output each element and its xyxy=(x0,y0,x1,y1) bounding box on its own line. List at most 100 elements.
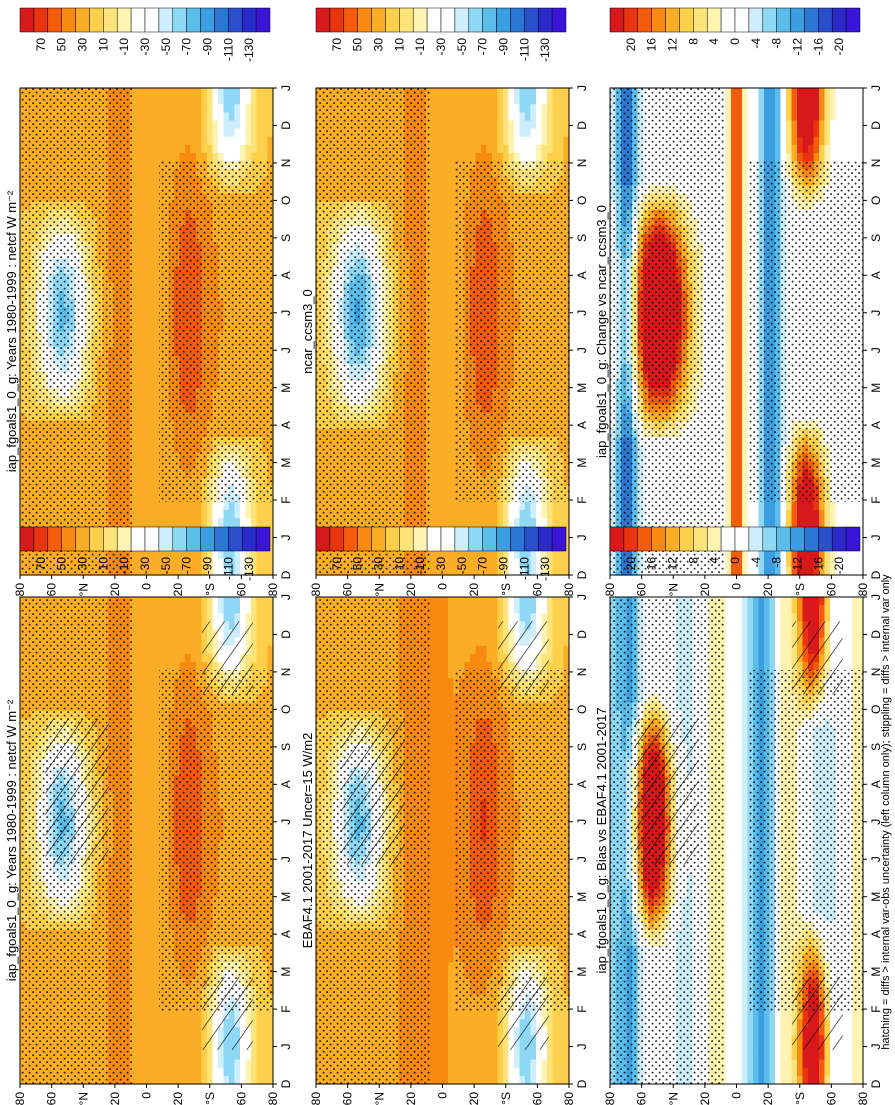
heatmap-cell xyxy=(196,1043,203,1053)
heatmap-cell xyxy=(453,613,460,622)
heatmap-cell xyxy=(431,954,438,963)
heatmap-cell xyxy=(146,913,153,923)
heatmap-cell xyxy=(442,1043,449,1053)
heatmap-cell xyxy=(135,937,142,947)
heatmap-cell xyxy=(459,645,466,655)
heatmap-cell xyxy=(163,1027,170,1036)
heatmap-cell xyxy=(431,678,438,687)
heatmap-cell xyxy=(196,613,203,622)
heatmap-cell xyxy=(497,1075,504,1085)
heatmap-cell xyxy=(157,1010,164,1020)
heatmap-cell xyxy=(437,897,444,907)
heatmap-cell xyxy=(146,791,153,801)
heatmap-cell xyxy=(135,856,142,866)
heatmap-cell xyxy=(157,1075,164,1085)
heatmap-cell xyxy=(431,653,438,663)
heatmap-cell xyxy=(135,905,142,915)
heatmap-cell xyxy=(267,653,274,663)
heatmap-cell xyxy=(437,597,444,606)
heatmap-cell xyxy=(437,799,444,809)
heatmap-cell xyxy=(437,929,444,939)
heatmap-cell xyxy=(146,986,153,996)
heatmap-cell xyxy=(431,1035,438,1045)
heatmap-cell xyxy=(470,1010,477,1020)
heatmap-cell xyxy=(464,1067,471,1077)
heatmap-cell xyxy=(486,1059,493,1069)
heatmap-cell xyxy=(437,1035,444,1045)
heatmap-cell xyxy=(448,937,455,947)
heatmap-cell xyxy=(190,1027,197,1036)
heatmap-cell xyxy=(218,1051,225,1061)
heatmap-cell xyxy=(470,661,477,671)
lat-tick-label: °S xyxy=(203,1092,217,1105)
heatmap-cell xyxy=(486,1051,493,1061)
heatmap-cell xyxy=(437,986,444,996)
month-tick-label: A xyxy=(279,930,293,938)
heatmap-cell xyxy=(442,954,449,963)
heatmap-cell xyxy=(464,1075,471,1085)
heatmap-cell xyxy=(251,1010,258,1020)
heatmap-cell xyxy=(185,1067,192,1077)
heatmap-cell xyxy=(464,629,471,639)
heatmap-cell xyxy=(437,605,444,614)
month-tick-label: D xyxy=(279,1079,293,1088)
heatmap-cell xyxy=(514,605,521,614)
heatmap-cell xyxy=(508,597,515,606)
heatmap-cell xyxy=(229,1051,236,1061)
heatmap-cell xyxy=(453,1010,460,1020)
heatmap-cell xyxy=(135,678,142,687)
heatmap-cell xyxy=(185,1051,192,1061)
heatmap-cell xyxy=(431,661,438,671)
heatmap-cell xyxy=(437,1075,444,1085)
heatmap-cell xyxy=(179,1010,186,1020)
heatmap-cell xyxy=(437,954,444,963)
heatmap-cell xyxy=(185,653,192,663)
heatmap-cell xyxy=(141,913,148,923)
heatmap-cell xyxy=(141,694,148,704)
heatmap-cell xyxy=(448,929,455,939)
heatmap-cell xyxy=(442,913,449,923)
heatmap-cell xyxy=(251,653,258,663)
heatmap-cell xyxy=(218,1059,225,1069)
heatmap-cell xyxy=(163,1043,170,1053)
heatmap-cell xyxy=(503,1059,510,1069)
heatmap-cell xyxy=(459,637,466,647)
heatmap-cell xyxy=(135,605,142,614)
heatmap-cell xyxy=(141,678,148,687)
heatmap-cell xyxy=(190,1067,197,1077)
heatmap-cell xyxy=(448,775,455,785)
heatmap-cell xyxy=(234,597,241,606)
heatmap-cell xyxy=(141,840,148,850)
heatmap-cell xyxy=(437,653,444,663)
heatmap-cell xyxy=(201,613,208,622)
heatmap-cell xyxy=(262,621,269,631)
heatmap-cell xyxy=(442,767,449,777)
heatmap-cell xyxy=(448,702,455,712)
heatmap-cell xyxy=(437,621,444,631)
heatmap-cell xyxy=(135,613,142,622)
heatmap-cell xyxy=(190,1059,197,1069)
heatmap-cell xyxy=(486,645,493,655)
heatmap-cell xyxy=(448,994,455,1004)
heatmap-cell xyxy=(152,751,159,760)
heatmap-cell xyxy=(190,629,197,639)
heatmap-cell xyxy=(256,661,263,671)
heatmap-cell xyxy=(448,881,455,890)
heatmap-cell xyxy=(152,799,159,809)
heatmap-cell xyxy=(459,1075,466,1085)
heatmap-cell xyxy=(152,710,159,720)
heatmap-cell xyxy=(437,629,444,639)
heatmap-cell xyxy=(448,864,455,874)
heatmap-cell xyxy=(448,816,455,825)
heatmap-cell xyxy=(190,1010,197,1020)
heatmap-cell xyxy=(218,1075,225,1085)
heatmap-cell xyxy=(152,629,159,639)
heatmap-cell xyxy=(146,767,153,777)
heatmap-cell xyxy=(453,605,460,614)
heatmap-cell xyxy=(442,937,449,947)
heatmap-cell xyxy=(141,661,148,671)
heatmap-cell xyxy=(437,726,444,736)
heatmap-cell xyxy=(448,751,455,760)
heatmap-cell xyxy=(141,994,148,1004)
heatmap-cell xyxy=(442,824,449,833)
